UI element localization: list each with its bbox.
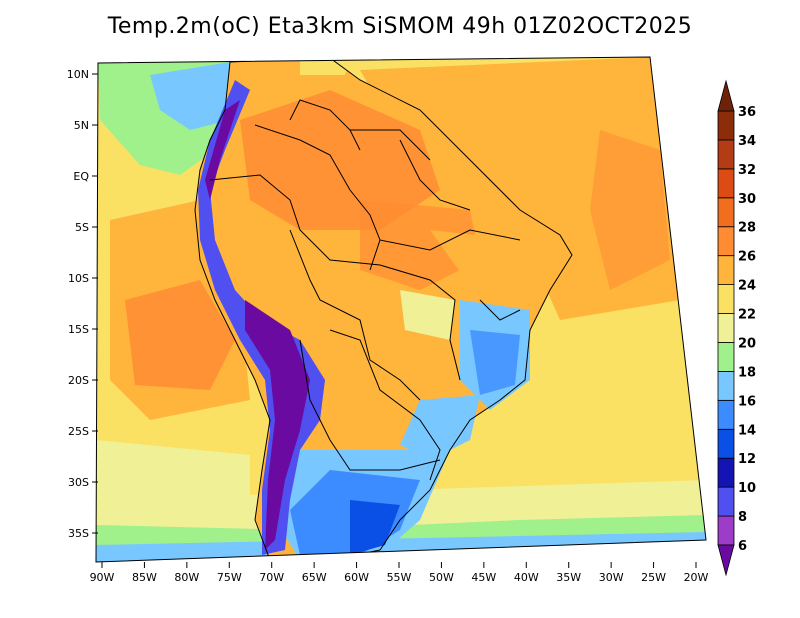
colorbar-label: 24 <box>738 279 756 294</box>
colorbar-segment <box>717 284 735 314</box>
colorbar-label: 36 <box>738 105 756 120</box>
colorbar-label: 10 <box>738 481 756 496</box>
lon-label: 55W <box>387 571 412 584</box>
lon-label: 85W <box>132 571 157 584</box>
lon-label: 40W <box>514 571 539 584</box>
border-line-10 <box>350 129 431 161</box>
lat-label: 10N <box>67 68 89 81</box>
southern-plateau-cool <box>400 395 480 460</box>
border-line-3 <box>289 229 421 401</box>
atlantic-hot-patch <box>590 130 670 290</box>
colorbar-segment <box>717 515 735 546</box>
latitude-axis: 10N 5N EQ 5S 10S 15S 20S 25S 30S 35S <box>67 68 98 540</box>
lon-label: 35W <box>556 571 581 584</box>
lon-label: 70W <box>259 571 284 584</box>
lat-label: 15S <box>68 323 89 336</box>
colorbar-label: 34 <box>738 134 756 149</box>
lat-label: 30S <box>68 476 89 489</box>
map-title: Temp.2m(oC) Eta3km SiSMOM 49h 01Z02OCT20… <box>107 14 693 39</box>
border-line-7 <box>289 99 361 151</box>
lon-label: 75W <box>217 571 242 584</box>
south-blue-band <box>96 532 706 562</box>
colorbar-label: 20 <box>738 336 756 351</box>
colorbar-label: 6 <box>738 539 747 554</box>
colorbar-label: 26 <box>738 250 756 265</box>
lat-label: 10S <box>68 272 89 285</box>
border-line-9 <box>479 299 521 321</box>
lon-label: 45W <box>471 571 496 584</box>
colorbar-segment <box>717 457 735 488</box>
lon-label: 60W <box>344 571 369 584</box>
central-plateau-mild <box>400 290 455 340</box>
border-line-6 <box>299 339 441 471</box>
lat-label: EQ <box>73 170 89 183</box>
caribbean-sea <box>300 58 350 75</box>
colorbar-segment <box>717 313 735 343</box>
border-line-8 <box>399 139 471 211</box>
andes-coldest <box>245 300 310 550</box>
colorbar-segment <box>717 486 735 517</box>
pacific-south-yellow <box>96 440 250 510</box>
lat-label: 25S <box>68 425 89 438</box>
pacific-hot-patch <box>125 280 235 390</box>
longitude-axis: 90W 85W 80W 75W 70W 65W 60W 55W 50W 45W 40W 35W 30W 2… <box>90 562 709 584</box>
colorbar-label: 8 <box>738 510 747 525</box>
colorbar-segment <box>717 226 735 257</box>
lon-label: 20W <box>684 571 709 584</box>
lon-label: 65W <box>302 571 327 584</box>
colorbar-over-triangle <box>717 79 735 112</box>
map-frame <box>95 56 707 563</box>
lon-label: 30W <box>599 571 624 584</box>
northern-andes-coldest <box>205 100 240 200</box>
colorbar-label: 28 <box>738 221 756 236</box>
eastern-highlands-cooler <box>470 330 520 395</box>
lon-label: 80W <box>174 571 199 584</box>
colorbar-label: 16 <box>738 394 756 409</box>
colorbar-segment <box>717 370 735 401</box>
amazon-hot-area <box>240 90 440 230</box>
colorbar-label: 18 <box>738 365 756 380</box>
colorbar-label: 14 <box>738 423 756 438</box>
colorbar-label: 30 <box>738 192 756 207</box>
lon-label: 90W <box>90 571 115 584</box>
colorbar-segment <box>717 197 735 228</box>
lat-label: 35S <box>68 527 89 540</box>
temperature-field <box>96 57 706 562</box>
pacific-nw-cooler <box>150 62 230 130</box>
lon-label: 50W <box>429 571 454 584</box>
country-borders <box>194 57 573 561</box>
colorbar-segment <box>717 139 735 170</box>
colorbar-label: 32 <box>738 163 756 178</box>
colorbar-label: 12 <box>738 452 756 467</box>
colorbar-segment <box>717 399 735 430</box>
atlantic-warm-zone <box>360 57 680 320</box>
lat-label: 5N <box>74 119 89 132</box>
border-line-5 <box>329 329 441 481</box>
colorbar-segment <box>717 110 735 141</box>
colorbar-label: 22 <box>738 308 756 323</box>
colorbar-segment <box>717 168 735 199</box>
colorbar-segment <box>717 342 735 372</box>
continent-outline <box>194 57 573 561</box>
southern-cone-cold <box>350 500 400 555</box>
lat-label: 5S <box>75 221 89 234</box>
lat-label: 20S <box>68 374 89 387</box>
lon-label: 25W <box>641 571 666 584</box>
border-line-2 <box>209 174 461 381</box>
colorbar: 6 8 10 12 14 16 18 20 22 24 26 28 30 32 34 36 <box>717 79 756 577</box>
colorbar-segment <box>717 255 735 286</box>
border-line-4 <box>379 229 521 251</box>
colorbar-segment <box>717 428 735 459</box>
northeast-warm <box>430 230 540 300</box>
colorbar-under-triangle <box>717 544 735 577</box>
